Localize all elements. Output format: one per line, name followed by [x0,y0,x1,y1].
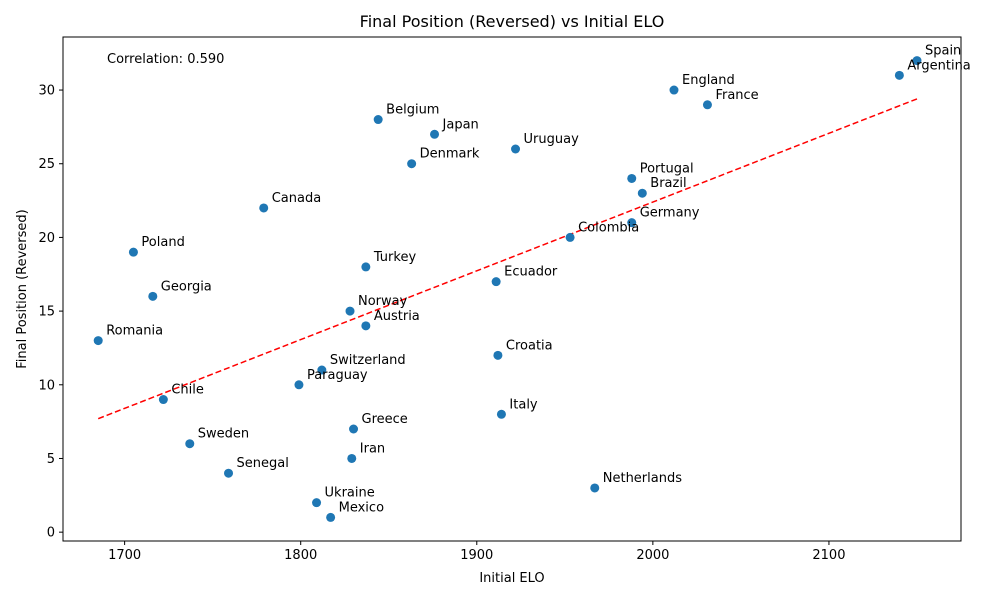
point-label: Japan [442,117,479,132]
point-label: Croatia [506,338,553,353]
point-label: Ukraine [325,486,375,501]
data-point [496,409,506,419]
data-point [627,173,637,183]
point-label: Austria [374,309,420,324]
point-label: Brazil [650,176,686,191]
correlation-annotation: Correlation: 0.590 [107,52,224,67]
x-tick-label: 2000 [636,548,669,563]
data-point [669,85,679,95]
data-point [361,321,371,331]
data-point [326,512,336,522]
data-point [702,100,712,110]
data-point [294,380,304,390]
y-tick-label: 25 [38,157,55,172]
point-label: Iran [360,441,385,456]
data-point [128,247,138,257]
data-point [637,188,647,198]
point-label: Paraguay [307,368,368,383]
point-label: Uruguay [524,132,580,147]
data-point [347,453,357,463]
data-point [349,424,359,434]
point-label: England [682,73,735,88]
y-tick-label: 10 [38,378,55,393]
data-point [491,277,501,287]
point-label: Turkey [373,250,417,265]
point-label: Colombia [578,220,639,235]
point-label: Germany [640,206,700,221]
data-point [590,483,600,493]
data-point [894,70,904,80]
x-tick-label: 1900 [460,548,493,563]
point-label: Belgium [386,103,439,118]
point-label: Georgia [161,279,212,294]
point-label: Poland [141,235,184,250]
point-label: France [715,88,758,103]
point-label: Senegal [237,456,289,471]
point-label: Netherlands [603,471,682,486]
data-point [627,218,637,228]
data-point [361,262,371,272]
data-point [259,203,269,213]
trend-line [97,98,918,420]
x-tick-label: 1800 [284,548,317,563]
y-tick-label: 5 [47,452,55,467]
point-label: Ecuador [504,265,558,280]
point-label: Canada [272,191,321,206]
data-point [185,439,195,449]
point-label: Italy [509,397,538,412]
y-tick-label: 30 [38,84,55,99]
point-label: Portugal [640,161,694,176]
data-point [312,498,322,508]
data-point [373,115,383,125]
y-tick-label: 0 [47,526,55,541]
data-point [493,350,503,360]
x-tick-label: 2100 [812,548,845,563]
data-point [148,291,158,301]
plot-area: 1700 1800 1900 2000 2100 0 5 10 15 20 25 30 SpainArg… [38,44,970,563]
data-point [407,159,417,169]
point-label: Spain [925,44,961,59]
chart-title: Final Position (Reversed) vs Initial ELO [360,12,665,31]
y-axis-label: Final Position (Reversed) [15,209,30,369]
data-point [565,232,575,242]
data-point [345,306,355,316]
point-label: Greece [362,412,408,427]
y-tick-label: 15 [38,305,55,320]
point-label: Denmark [420,147,480,162]
data-point [93,336,103,346]
data-point [158,395,168,405]
point-label: Argentina [907,58,970,73]
x-tick-label: 1700 [108,548,141,563]
point-label: Switzerland [330,353,406,368]
point-label: Chile [171,383,204,398]
data-point [511,144,521,154]
data-point [317,365,327,375]
point-label: Sweden [198,427,249,442]
data-point [430,129,440,139]
point-label: Norway [358,294,408,309]
y-tick-label: 20 [38,231,55,246]
point-label: Romania [106,324,163,339]
point-label: Mexico [339,500,384,515]
data-point [224,468,234,478]
x-axis-label: Initial ELO [479,571,544,586]
axes-frame [62,36,962,542]
data-point [912,56,922,66]
